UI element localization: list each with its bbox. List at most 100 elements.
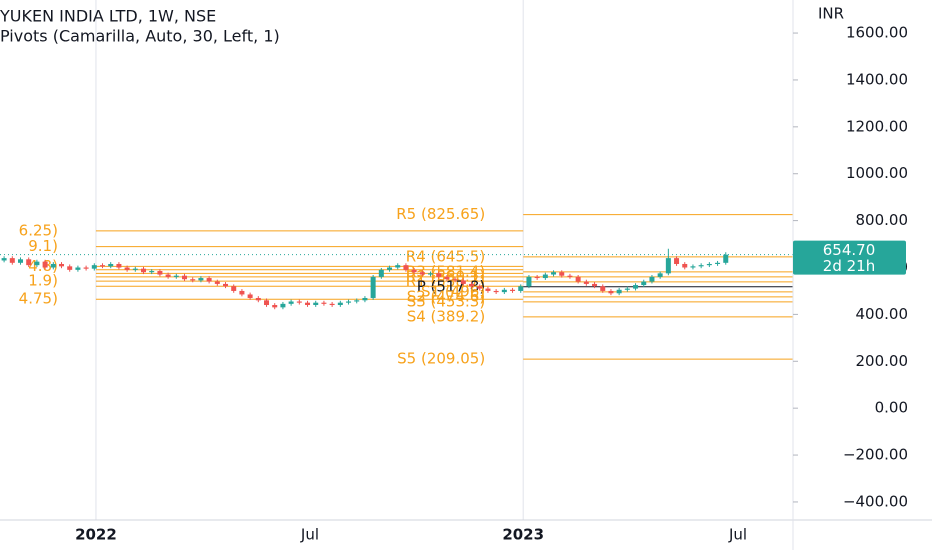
candle-body <box>1 258 7 261</box>
y-tick-label: 1400.00 <box>846 70 908 88</box>
candle-body <box>198 278 204 281</box>
candle-body <box>116 263 122 268</box>
candle-body <box>173 275 179 277</box>
candle-body <box>518 286 524 291</box>
pivot-label: 1.9) <box>28 272 58 290</box>
pivot-label: S1 (496) <box>421 282 485 300</box>
candle-body <box>485 288 491 291</box>
candle-body <box>649 276 655 282</box>
candle-body <box>493 290 499 293</box>
candle-body <box>59 263 65 267</box>
y-tick-label: 1600.00 <box>846 24 908 42</box>
candle-body <box>444 276 450 280</box>
candle-body <box>100 265 106 267</box>
candle-body <box>42 261 48 268</box>
candle-body <box>9 258 15 263</box>
pivot-label: R1 (538.7) <box>406 272 485 290</box>
pivot-label: 6.25) <box>19 221 58 239</box>
candle-body <box>108 263 114 267</box>
y-tick-label: −200.00 <box>843 446 908 464</box>
candle-body <box>403 265 409 270</box>
candle-body <box>657 273 663 277</box>
candle-body <box>419 272 425 275</box>
pivot-label: P (517.8) <box>417 277 485 295</box>
candle-body <box>608 290 614 294</box>
plot-area: 6.25)9.1)4.8)1.9)4.75)R5 (825.65)R4 (645… <box>0 0 793 520</box>
candle-body <box>34 261 40 266</box>
candle-body <box>559 272 565 276</box>
candle-body <box>231 286 237 291</box>
pivot-label: R5 (825.65) <box>396 205 485 223</box>
candle-body <box>354 300 360 302</box>
candle-body <box>452 279 458 281</box>
candle-body <box>329 303 335 306</box>
candle-body <box>698 265 704 267</box>
candle-body <box>83 267 89 269</box>
candle-body <box>190 279 196 281</box>
candle-body <box>624 288 630 290</box>
candle-body <box>665 258 671 274</box>
candle-body <box>616 289 622 294</box>
last-price-label: 654.70 <box>823 241 876 259</box>
candle-body <box>682 263 688 268</box>
candle-body <box>542 274 548 279</box>
candle-body <box>141 268 147 273</box>
candle-body <box>460 280 466 284</box>
candle-body <box>296 301 302 303</box>
pivot-label: S3 (453.3) <box>407 292 485 310</box>
candle-body <box>510 289 516 291</box>
candle-body <box>321 302 327 304</box>
last-price-box <box>793 240 906 275</box>
indicator-title: Pivots (Camarilla, Auto, 30, Left, 1) <box>0 27 280 46</box>
candle-body <box>206 278 212 282</box>
pivot-label: S2 (474.6) <box>407 287 485 305</box>
candle-body <box>690 266 696 268</box>
candle-body <box>411 269 417 273</box>
currency: INR <box>818 5 844 23</box>
candle-body <box>674 258 680 264</box>
pivot-label: R4 (645.5) <box>406 247 485 265</box>
y-tick-label: 400.00 <box>856 305 909 323</box>
candle-body <box>346 301 352 303</box>
candle-body <box>67 266 73 270</box>
candle-body <box>551 272 557 275</box>
x-tick-label: 2022 <box>75 526 117 544</box>
candle-body <box>214 281 220 284</box>
candle-body <box>182 275 188 280</box>
candle-body <box>477 286 483 289</box>
pivot-label: S5 (209.05) <box>397 350 485 368</box>
candle-body <box>469 283 475 287</box>
candle-body <box>288 301 294 304</box>
countdown-label: 2d 21h <box>823 257 875 275</box>
candle-body <box>526 276 532 287</box>
candle-body <box>264 300 270 306</box>
candle-body <box>378 269 384 277</box>
candle-body <box>280 303 286 308</box>
candle-body <box>132 268 138 270</box>
candle-body <box>272 305 278 308</box>
candle-body <box>600 286 606 291</box>
y-tick-label: 0.00 <box>875 399 908 417</box>
pivot-label: 9.1) <box>28 237 58 255</box>
candle-body <box>592 283 598 287</box>
candle-body <box>165 274 171 277</box>
candle-body <box>723 254 729 263</box>
candle-body <box>395 265 401 268</box>
candle-body <box>157 271 163 275</box>
candle-body <box>124 267 130 270</box>
candle-body <box>50 263 56 268</box>
candle-body <box>534 276 540 279</box>
pivot-label: R3 (581.4) <box>406 262 485 280</box>
candle-body <box>149 271 155 273</box>
candle-body <box>239 290 245 295</box>
y-tick-label: 1000.00 <box>846 164 908 182</box>
y-tick-label: 1200.00 <box>846 117 908 135</box>
x-tick-label: Jul <box>728 526 747 544</box>
x-tick-label: 2023 <box>502 526 544 544</box>
candle-body <box>18 259 24 263</box>
candle-body <box>633 285 639 289</box>
candle-body <box>313 302 319 306</box>
candle-body <box>26 259 32 266</box>
candle-body <box>567 275 573 277</box>
